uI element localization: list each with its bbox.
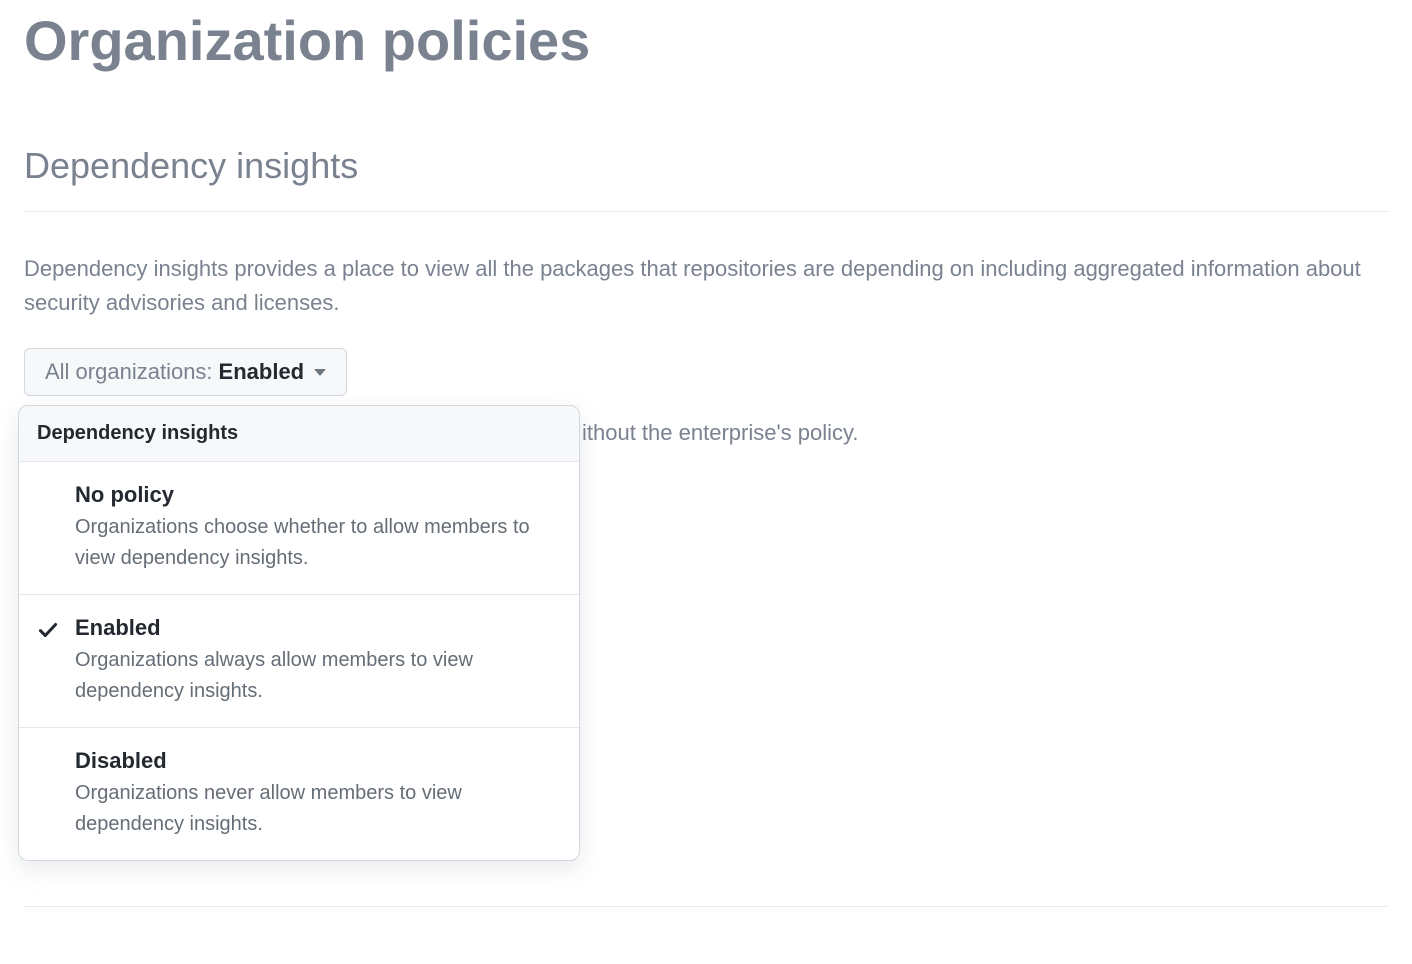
check-slot (37, 615, 75, 646)
menu-item-title: Enabled (75, 615, 561, 641)
menu-item-enabled[interactable]: Enabled Organizations always allow membe… (19, 595, 579, 728)
check-slot (37, 482, 75, 486)
section-divider (24, 211, 1388, 212)
dropdown-label: All organizations: (45, 359, 213, 385)
check-slot (37, 748, 75, 752)
page-title: Organization policies (24, 8, 1388, 73)
menu-item-disabled[interactable]: Disabled Organizations never allow membe… (19, 728, 579, 860)
menu-item-desc: Organizations never allow members to vie… (75, 778, 561, 840)
obscured-text: ithout the enterprise's policy. (582, 420, 859, 446)
section-description: Dependency insights provides a place to … (24, 252, 1388, 320)
menu-header: Dependency insights (19, 406, 579, 462)
check-icon (37, 628, 59, 645)
policy-dropdown-button[interactable]: All organizations: Enabled (24, 348, 347, 396)
menu-item-title: Disabled (75, 748, 561, 774)
dropdown-value: Enabled (219, 359, 305, 385)
policy-dropdown-menu: Dependency insights No policy Organizati… (18, 405, 580, 861)
menu-item-title: No policy (75, 482, 561, 508)
menu-item-desc: Organizations always allow members to vi… (75, 645, 561, 707)
menu-item-desc: Organizations choose whether to allow me… (75, 512, 561, 574)
caret-down-icon (314, 369, 326, 376)
menu-item-no-policy[interactable]: No policy Organizations choose whether t… (19, 462, 579, 595)
section-title: Dependency insights (24, 145, 1388, 187)
end-divider (24, 906, 1388, 907)
